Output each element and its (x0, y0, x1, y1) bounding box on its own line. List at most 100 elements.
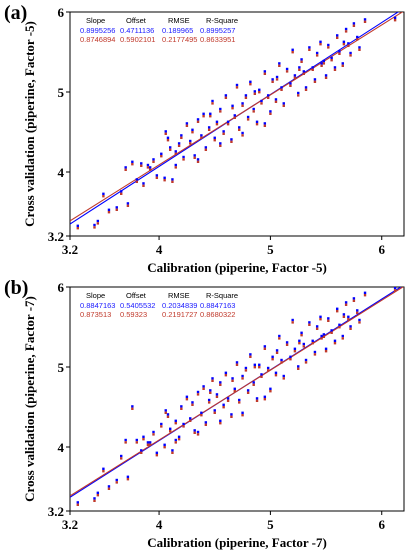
data-point-calibration (160, 152, 163, 155)
data-point-validation (189, 142, 192, 145)
data-point-calibration (285, 341, 289, 344)
data-point-validation (282, 104, 285, 107)
data-point-calibration (274, 98, 278, 101)
data-point-calibration (356, 309, 359, 312)
data-point-calibration (260, 373, 263, 376)
data-point-validation (238, 401, 241, 404)
data-point-validation (253, 366, 257, 369)
data-point-calibration (298, 66, 301, 69)
data-point-validation (207, 128, 211, 131)
data-point-calibration (107, 485, 111, 488)
data-point-validation (241, 134, 244, 137)
data-point-calibration (235, 83, 239, 87)
data-point-validation (202, 115, 205, 118)
data-point-calibration (285, 67, 289, 71)
data-point-validation (300, 60, 303, 63)
data-point-validation (293, 76, 297, 79)
data-point-calibration (196, 118, 200, 121)
data-point-calibration (252, 107, 255, 111)
data-point-calibration (338, 323, 341, 326)
data-point-calibration (96, 491, 100, 494)
data-point-calibration (148, 166, 152, 169)
data-point-validation (274, 100, 278, 103)
data-point-calibration (230, 138, 233, 141)
data-point-calibration (219, 107, 222, 111)
data-point-validation (213, 411, 216, 414)
data-point-validation (164, 132, 167, 135)
data-point-validation (209, 115, 212, 118)
data-point-validation (219, 422, 222, 425)
data-point-validation (189, 419, 192, 422)
data-point-validation (302, 72, 305, 75)
data-point-calibration (269, 110, 272, 113)
x-tick-label: 6 (378, 242, 385, 257)
data-point-validation (224, 96, 228, 99)
data-point-calibration (120, 190, 123, 193)
data-point-validation (252, 110, 255, 113)
data-point-validation (215, 395, 219, 398)
stats-header: Slope (86, 16, 105, 25)
data-point-calibration (258, 363, 261, 366)
data-point-validation (298, 342, 301, 345)
stats-header: Offset (126, 16, 147, 25)
data-point-calibration (282, 374, 285, 378)
stats-cell: 0.4711136 (120, 26, 154, 35)
data-point-validation (258, 366, 261, 369)
data-point-validation (226, 399, 230, 402)
data-point-validation (246, 391, 250, 394)
data-point-calibration (271, 78, 274, 81)
data-point-validation (226, 123, 230, 126)
data-point-calibration (102, 192, 105, 195)
data-point-validation (171, 451, 174, 454)
data-point-validation (241, 414, 244, 417)
data-point-calibration (140, 162, 143, 165)
data-point-calibration (169, 146, 172, 149)
data-point-calibration (142, 182, 145, 185)
data-point-validation (315, 327, 319, 330)
data-point-calibration (344, 27, 348, 31)
data-point-validation (115, 481, 118, 484)
data-point-validation (204, 423, 208, 426)
data-point-calibration (313, 350, 317, 354)
data-point-calibration (336, 307, 339, 310)
data-point-calibration (207, 126, 211, 129)
data-point-validation (347, 44, 350, 47)
data-point-validation (266, 369, 270, 372)
data-point-calibration (120, 454, 123, 458)
data-point-calibration (322, 59, 326, 63)
data-point-calibration (166, 413, 170, 416)
data-point-calibration (338, 50, 341, 53)
data-point-validation (336, 310, 339, 313)
data-point-calibration (302, 70, 305, 73)
data-point-calibration (193, 154, 196, 157)
data-point-validation (93, 226, 96, 229)
data-point-validation (211, 379, 214, 382)
data-point-calibration (266, 366, 270, 370)
data-point-calibration (124, 166, 127, 169)
data-point-calibration (263, 395, 267, 398)
data-point-calibration (320, 62, 323, 65)
panel-label-b: (b) (4, 277, 29, 299)
data-point-validation (146, 166, 150, 169)
data-point-calibration (241, 102, 244, 105)
data-point-calibration (164, 409, 167, 412)
data-point-calibration (200, 134, 203, 137)
data-point-validation (274, 374, 278, 377)
x-tick-label: 5 (267, 517, 274, 532)
data-point-validation (363, 294, 367, 297)
data-point-calibration (298, 339, 301, 342)
data-point-calibration (213, 409, 216, 412)
data-point-validation (142, 438, 145, 441)
data-point-calibration (124, 438, 127, 442)
data-point-calibration (174, 163, 177, 167)
data-point-validation (124, 441, 127, 444)
y-axis-title: Cross validation (piperine, Factor -7) (22, 296, 37, 502)
data-point-validation (324, 350, 328, 353)
data-point-validation (215, 123, 219, 126)
data-point-calibration (363, 291, 367, 294)
data-point-calibration (185, 122, 189, 125)
data-point-validation (322, 335, 326, 338)
data-point-calibration (189, 139, 192, 143)
data-point-calibration (352, 22, 356, 25)
data-point-calibration (297, 365, 300, 368)
